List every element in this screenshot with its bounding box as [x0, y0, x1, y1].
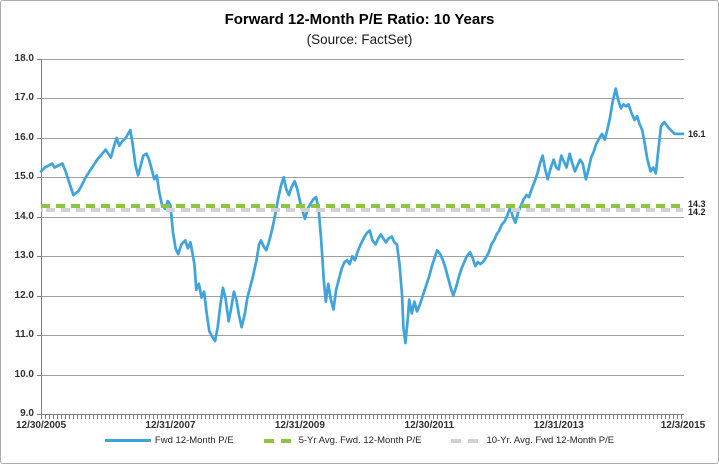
- y-axis-label: 13.0: [14, 250, 34, 262]
- gridline: [42, 98, 684, 100]
- avg-10yr-line: [41, 208, 683, 213]
- y-axis-tick: [37, 374, 41, 376]
- gridline: [42, 256, 684, 258]
- gridline: [42, 216, 684, 218]
- gridline: [42, 137, 684, 139]
- y-axis-tick: [37, 335, 41, 337]
- x-axis-label: 12/31/2009: [274, 420, 325, 431]
- y-axis-tick: [37, 177, 41, 179]
- legend-label: Fwd 12-Month P/E: [154, 435, 234, 446]
- x-axis-minor-ticks: [41, 415, 684, 419]
- x-axis-label: 12/31/2007: [145, 420, 196, 431]
- y-axis-label: 14.0: [14, 210, 34, 222]
- legend-swatch-line: [104, 439, 151, 442]
- plot-area: [41, 59, 684, 415]
- x-axis-label: 12/30/2005: [15, 420, 67, 431]
- y-axis-label: 17.0: [14, 92, 34, 104]
- y-axis-label: 18.0: [14, 53, 34, 64]
- gridline: [42, 59, 684, 60]
- legend-swatch-dashes: [263, 438, 295, 443]
- legend-label: 5-Yr Avg. Fwd. 12-Month P/E: [298, 435, 422, 446]
- gridline: [42, 335, 684, 337]
- y-axis-label: 12.0: [14, 289, 34, 301]
- y-axis-tick: [37, 137, 41, 139]
- chart-title: Forward 12-Month P/E Ratio: 10 Years: [224, 11, 495, 28]
- legend-item: Fwd 12-Month P/E: [104, 435, 234, 446]
- legend-swatch-dashes: [451, 438, 483, 443]
- gridline: [42, 374, 684, 376]
- series-end-value-label: 16.1: [688, 128, 706, 139]
- y-axis-tick: [37, 59, 41, 60]
- fwd-pe-line: [39, 87, 685, 345]
- x-axis-label: 12/30/2011: [404, 420, 455, 431]
- y-axis-label: 11.0: [15, 329, 34, 341]
- legend: Fwd 12-Month P/E 5-Yr Avg. Fwd. 12-Month …: [1, 435, 718, 446]
- gridline: [42, 295, 684, 297]
- chart-subtitle: (Source: FactSet): [306, 32, 413, 47]
- legend-item: 10-Yr. Avg. Fwd 12-Month P/E: [451, 435, 614, 446]
- y-axis-label: 9.0: [20, 408, 34, 419]
- y-axis-tick: [37, 414, 41, 415]
- y-axis-tick: [37, 295, 41, 297]
- y-axis-tick: [37, 216, 41, 218]
- legend-item: 5-Yr Avg. Fwd. 12-Month P/E: [263, 435, 422, 446]
- series-end-value-label: 14.2: [688, 206, 706, 217]
- gridline: [42, 177, 684, 179]
- x-axis-label: 12/3/2015: [660, 420, 706, 431]
- series-end-value-label: 14.3: [688, 199, 706, 210]
- y-axis-label: 15.0: [14, 171, 34, 183]
- y-axis-label: 16.0: [14, 131, 34, 143]
- avg-5yr-line: [41, 203, 683, 208]
- legend-label: 10-Yr. Avg. Fwd 12-Month P/E: [486, 435, 615, 446]
- y-axis-tick: [37, 256, 41, 258]
- y-axis-tick: [37, 98, 41, 100]
- y-axis-label: 10.0: [14, 368, 34, 380]
- x-axis-label: 12/31/2013: [533, 420, 584, 431]
